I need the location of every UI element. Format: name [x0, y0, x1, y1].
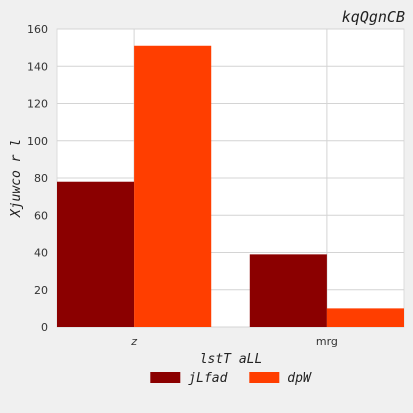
y-tick-label: 20 [34, 284, 48, 297]
legend-label-dpW: dpW [287, 371, 312, 386]
legend-swatch-jLfad [150, 372, 181, 383]
bar-dpW-mrg [326, 308, 404, 327]
y-tick-label: 160 [27, 23, 48, 36]
chart-title: kqQgnCB [342, 8, 405, 26]
legend: jLfad dpW [150, 371, 312, 386]
x-tick-label: mrg [316, 335, 338, 348]
x-axis-ticks: z mrg [130, 335, 338, 348]
bar-dpW-z [134, 45, 212, 327]
y-tick-label: 100 [27, 135, 48, 148]
y-axis-ticks: 0 20 40 60 80 100 120 140 160 [27, 23, 48, 334]
y-tick-label: 0 [41, 321, 48, 334]
legend-swatch-dpW [249, 372, 280, 383]
legend-label-jLfad: jLfad [188, 371, 227, 386]
y-tick-label: 80 [34, 172, 48, 185]
y-tick-label: 60 [34, 209, 48, 222]
x-tick-label: z [130, 335, 137, 348]
bar-jLfad-z [57, 181, 135, 327]
bars [57, 45, 404, 327]
y-axis-label: Xjuwco r l [9, 139, 24, 218]
y-tick-label: 140 [27, 60, 48, 73]
bar-jLfad-mrg [249, 254, 327, 327]
x-axis-label: lstT aLL [200, 352, 263, 367]
y-tick-label: 40 [34, 247, 48, 260]
y-tick-label: 120 [27, 98, 48, 111]
